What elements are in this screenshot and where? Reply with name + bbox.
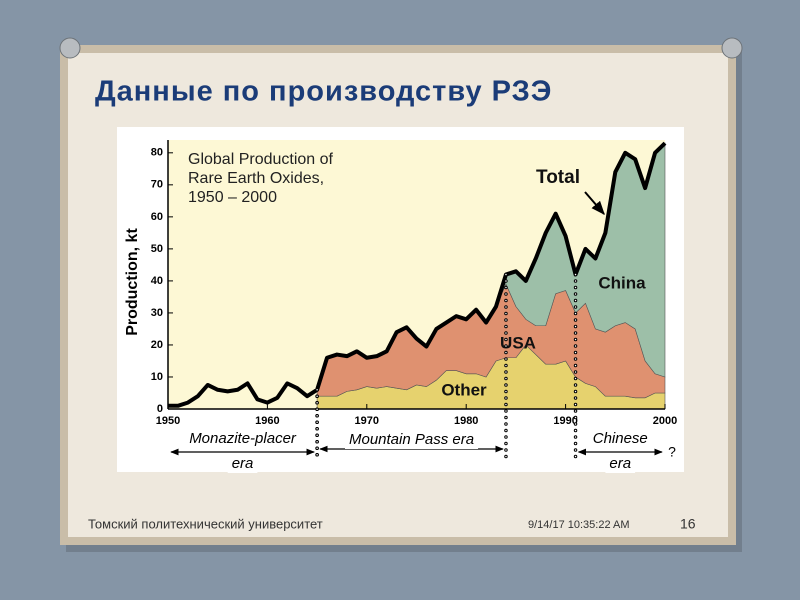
pin [59, 37, 81, 59]
era-label: era [232, 455, 254, 472]
era-label-bg [227, 455, 258, 473]
series-label: Other [441, 380, 487, 399]
x-tick-label: 1960 [255, 415, 279, 427]
footer-date: 9/14/17 10:35:22 AM [528, 519, 630, 531]
era-label: era [609, 455, 631, 472]
y-tick-label: 20 [151, 339, 163, 351]
era-label: Mountain Pass era [349, 431, 474, 448]
y-tick-label: 30 [151, 307, 163, 319]
y-tick-label: 80 [151, 147, 163, 159]
chart-title: Rare Earth Oxides, [188, 170, 324, 187]
total-arrow [584, 191, 605, 216]
x-tick-label: 2000 [653, 415, 677, 427]
x-tick-label: 1980 [454, 415, 478, 427]
x-tick-label: 1970 [355, 415, 379, 427]
y-tick-label: 70 [151, 179, 163, 191]
chart-title: Global Production of [188, 151, 334, 168]
footer-org: Томский политехнический университет [88, 516, 323, 531]
era-label: Chinese [593, 430, 648, 447]
era-label-bg [605, 455, 636, 473]
era-label-bg [588, 430, 652, 448]
y-tick-label: 40 [151, 275, 163, 287]
y-tick-label: 50 [151, 243, 163, 255]
chart: Global Production of Rare Earth Oxides, 19… [124, 140, 677, 473]
y-axis-label: Production, kt [124, 228, 141, 336]
x-tick-label: 1990 [553, 415, 577, 427]
y-tick-label: 60 [151, 211, 163, 223]
era-label-bg [185, 430, 300, 448]
y-tick-label: 10 [151, 371, 163, 383]
total-line [168, 141, 667, 408]
pin [721, 37, 743, 59]
x-tick-label: 1950 [156, 415, 180, 427]
era-label: Monazite-placer [189, 430, 297, 447]
series-label: Total [536, 167, 580, 188]
era-label-bg [344, 431, 479, 449]
era-note: ? [668, 444, 676, 460]
y-tick-label: 0 [157, 403, 163, 415]
chart-title: 1950 – 2000 [188, 189, 277, 206]
series-label: China [598, 273, 646, 292]
series-label: USA [500, 333, 536, 352]
page-number: 16 [680, 516, 696, 532]
slide-title: Данные по производству РЗЭ [95, 76, 552, 108]
